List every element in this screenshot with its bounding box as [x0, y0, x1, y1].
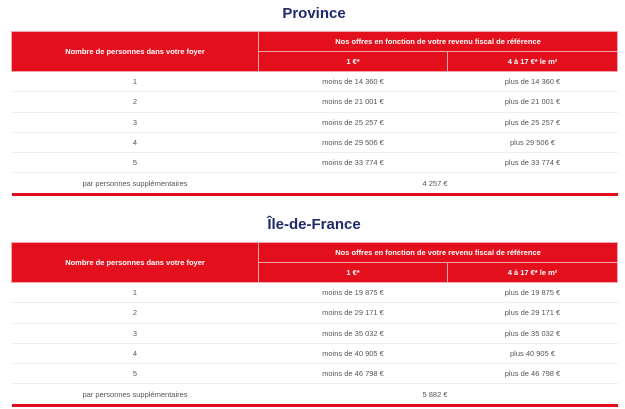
section-title: Province: [282, 5, 346, 22]
section-province: Province Nombre de personnes dans votre f…: [11, 4, 619, 196]
persons-cell: 2: [11, 302, 259, 324]
header-row: Nombre de personnes dans votre foyer Nos …: [11, 31, 619, 72]
table-row: 3 moins de 35 032 € plus de 35 032 €: [11, 323, 618, 344]
offer-2-cell: plus de 25 257 €: [447, 112, 618, 133]
table-row: 1 moins de 14 360 € plus de 14 360 €: [11, 71, 618, 93]
header-row: Nombre de personnes dans votre foyer Nos …: [11, 242, 619, 283]
offer-2-cell: plus de 46 798 €: [447, 363, 618, 385]
table-row: 1 moins de 19 875 € plus de 19 875 €: [11, 282, 618, 304]
offer-1-cell: moins de 29 171 €: [258, 302, 448, 324]
offer-2-cell: plus de 14 360 €: [447, 71, 618, 93]
extra-person-value: 5 882 €: [258, 383, 618, 407]
offer-1-cell: moins de 29 506 €: [258, 132, 448, 154]
offer-1-cell: moins de 46 798 €: [258, 363, 448, 385]
offer-1-cell: moins de 19 875 €: [258, 282, 448, 304]
offer-1-cell: moins de 21 001 €: [258, 91, 448, 113]
extra-person-label: par personnes supplémentaires: [11, 172, 259, 196]
header-offer-2: 4 à 17 €* le m²: [446, 51, 619, 72]
persons-cell: 4: [11, 132, 259, 154]
table-row: 4 moins de 40 905 € plus 40 905 €: [11, 343, 618, 365]
header-offers: Nos offres en fonction de votre revenu f…: [257, 31, 619, 52]
offer-1-cell: moins de 25 257 €: [258, 112, 448, 133]
persons-cell: 3: [11, 112, 259, 133]
persons-cell: 1: [11, 71, 259, 93]
offer-2-cell: plus de 29 171 €: [447, 302, 618, 324]
extra-person-value: 4 257 €: [258, 172, 618, 196]
table-row: 2 moins de 29 171 € plus de 29 171 €: [11, 302, 618, 324]
offer-1-cell: moins de 33 774 €: [258, 152, 448, 174]
persons-cell: 2: [11, 91, 259, 113]
table-row: 2 moins de 21 001 € plus de 21 001 €: [11, 91, 618, 113]
offer-2-cell: plus de 35 032 €: [447, 323, 618, 344]
header-offers: Nos offres en fonction de votre revenu f…: [257, 242, 619, 263]
offer-2-cell: plus de 19 875 €: [447, 282, 618, 304]
income-table: Nombre de personnes dans votre foyer Nos …: [11, 242, 619, 407]
header-offer-1: 1 €*: [258, 51, 448, 72]
header-subrow: 1 €* 4 à 17 €* le m²: [12, 262, 619, 283]
table-row: 3 moins de 25 257 € plus de 25 257 €: [11, 112, 618, 133]
header-offer-2: 4 à 17 €* le m²: [446, 262, 619, 283]
offer-2-cell: plus 29 506 €: [447, 132, 618, 154]
persons-cell: 1: [11, 282, 259, 304]
persons-cell: 5: [11, 152, 259, 174]
table-row: 5 moins de 33 774 € plus de 33 774 €: [11, 152, 618, 174]
section-ile-de-france: Île-de-France Nombre de personnes dans vo…: [11, 215, 619, 407]
offer-1-cell: moins de 40 905 €: [258, 343, 448, 365]
persons-cell: 3: [11, 323, 259, 344]
persons-cell: 5: [11, 363, 259, 385]
table-row: 4 moins de 29 506 € plus 29 506 €: [11, 132, 618, 154]
offer-2-cell: plus de 33 774 €: [447, 152, 618, 174]
header-household: Nombre de personnes dans votre foyer: [11, 31, 259, 72]
extra-person-row: par personnes supplémentaires 5 882 €: [11, 383, 618, 407]
offer-2-cell: plus de 21 001 €: [447, 91, 618, 113]
header-subrow: 1 €* 4 à 17 €* le m²: [12, 51, 619, 72]
persons-cell: 4: [11, 343, 259, 365]
table-row: 5 moins de 46 798 € plus de 46 798 €: [11, 363, 618, 385]
header-household: Nombre de personnes dans votre foyer: [11, 242, 259, 283]
income-table: Nombre de personnes dans votre foyer Nos …: [11, 31, 619, 196]
extra-person-row: par personnes supplémentaires 4 257 €: [11, 172, 618, 196]
header-offer-1: 1 €*: [258, 262, 448, 283]
section-title: Île-de-France: [267, 216, 361, 233]
offer-1-cell: moins de 35 032 €: [258, 323, 448, 344]
offer-2-cell: plus 40 905 €: [447, 343, 618, 365]
offer-1-cell: moins de 14 360 €: [258, 71, 448, 93]
extra-person-label: par personnes supplémentaires: [11, 383, 259, 407]
